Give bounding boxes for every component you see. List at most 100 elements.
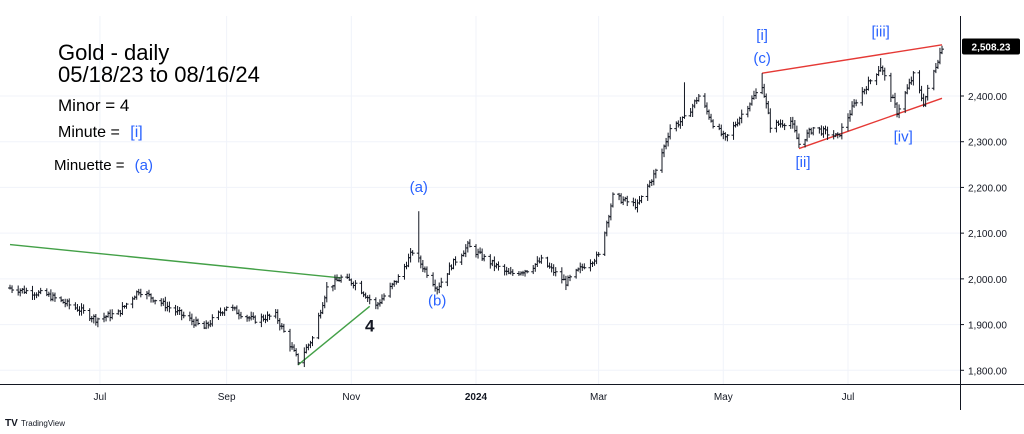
legend-minute-label: Minute = <box>58 124 124 141</box>
trendline[interactable] <box>762 44 943 74</box>
ohlc-bar <box>81 304 86 314</box>
legend-minor-value: 4 <box>120 96 129 115</box>
ohlc-bar <box>625 195 630 207</box>
x-tick-label: 2024 <box>465 392 488 403</box>
wave-label: (b) <box>428 292 446 309</box>
ohlc-bar <box>696 94 701 102</box>
ohlc-bar <box>768 108 773 133</box>
legend-minor: Minor = 4 <box>58 96 129 115</box>
wave-label: (c) <box>753 50 771 67</box>
last-price-tag: 2,508.23 <box>962 38 1020 55</box>
ohlc-bar <box>653 168 658 179</box>
ohlc-bar <box>167 301 172 313</box>
ohlc-bar <box>10 285 15 294</box>
ohlc-bar <box>825 126 830 140</box>
ohlc-bar <box>582 263 587 270</box>
time-axis[interactable]: Jul Sep Nov 2024 Mar May Jul <box>94 392 855 403</box>
ohlc-bar <box>410 250 415 256</box>
ohlc-bar <box>138 288 143 298</box>
ohlc-bar <box>267 313 272 320</box>
ohlc-bar <box>367 294 372 305</box>
wave-label: [iii] <box>872 24 890 41</box>
tradingview-watermark[interactable]: TV TradingView <box>5 418 65 429</box>
chart-grid <box>0 16 960 384</box>
trendlines <box>9 44 943 366</box>
ohlc-bar <box>682 82 687 119</box>
tradingview-label: TradingView <box>21 419 65 428</box>
wave-label: [i] <box>756 27 768 44</box>
wave-label: (a) <box>410 179 428 196</box>
tradingview-logo-icon: TV <box>5 418 18 429</box>
ohlc-bar <box>424 266 429 278</box>
ohlc-bar <box>353 280 358 291</box>
ohlc-bar <box>52 292 57 302</box>
ohlc-bar <box>181 311 186 319</box>
ohlc-bar <box>396 274 401 283</box>
ohlc-bar <box>668 124 673 140</box>
y-tick-label: 1,800.00 <box>968 366 1007 377</box>
x-tick-label: Jul <box>94 392 107 403</box>
trendline[interactable] <box>297 305 371 366</box>
ohlc-bar <box>940 45 944 55</box>
ohlc-bar <box>67 298 72 310</box>
legend-minuette-label: Minuette = <box>54 157 129 174</box>
ohlc-bar <box>925 84 930 101</box>
last-price-tag-bg <box>962 38 1020 55</box>
last-price-tag-text: 2,508.23 <box>972 43 1011 54</box>
ohlc-bar <box>897 104 902 119</box>
ohlc-bar <box>24 287 29 295</box>
ohlc-bar <box>639 195 644 204</box>
ohlc-bar <box>467 239 472 248</box>
ohlc-bar <box>911 71 916 86</box>
ohlc-bar <box>238 311 243 319</box>
legend-minor-label: Minor = <box>58 96 120 115</box>
x-tick-label: Sep <box>218 392 236 403</box>
ohlc-bar <box>310 336 315 347</box>
wave-labels: (a) (b) 4 [i] (c) [ii] [iii] [iv] <box>365 24 913 336</box>
ohlc-bar <box>153 299 158 305</box>
y-tick-label: 2,300.00 <box>968 138 1007 149</box>
wave-label: 4 <box>365 316 375 335</box>
ohlc-bar <box>224 306 229 312</box>
ohlc-bar <box>796 133 801 148</box>
ohlc-bar <box>739 109 744 124</box>
ohlc-bar <box>839 123 844 140</box>
legend-minuette: Minuette = (a) <box>54 157 153 174</box>
ohlc-bar <box>854 99 859 107</box>
y-tick-label: 2,400.00 <box>968 92 1007 103</box>
ohlc-bar <box>882 67 887 81</box>
ohlc-bar <box>553 267 558 277</box>
trendline[interactable] <box>798 97 943 150</box>
y-tick-label: 2,000.00 <box>968 275 1007 286</box>
ohlc-bar <box>482 254 487 262</box>
ohlc-bar <box>439 277 444 288</box>
x-tick-label: Jul <box>842 392 855 403</box>
ohlc-bar <box>725 134 730 142</box>
ohlc-bar <box>210 314 215 327</box>
wave-label: [ii] <box>796 154 811 171</box>
x-tick-label: May <box>714 392 733 403</box>
legend-minuette-value: (a) <box>135 157 153 174</box>
ohlc-bar <box>281 323 286 333</box>
x-tick-label: Mar <box>590 392 608 403</box>
ohlc-bar <box>196 318 201 326</box>
ohlc-bar <box>110 309 115 320</box>
ohlc-bar <box>510 269 515 276</box>
ohlc-bar <box>782 123 787 131</box>
y-tick-label: 2,200.00 <box>968 183 1007 194</box>
ohlc-bar <box>339 274 344 283</box>
ohlc-bar <box>596 251 601 257</box>
chart-title-line-2: 05/18/23 to 08/16/24 <box>58 62 260 87</box>
legend-minute: Minute = [i] <box>58 124 143 141</box>
ohlc-bar <box>382 293 387 301</box>
ohlc-bar <box>124 302 129 309</box>
price-axis[interactable]: 1,800.00 1,900.00 2,000.00 2,100.00 2,200.00… <box>960 92 1007 377</box>
y-tick-label: 2,100.00 <box>968 229 1007 240</box>
ohlc-bar <box>539 254 544 264</box>
ohlc-bar <box>453 256 458 266</box>
ohlc-bar <box>868 79 873 85</box>
trendline[interactable] <box>9 243 342 279</box>
price-bars <box>8 45 944 368</box>
